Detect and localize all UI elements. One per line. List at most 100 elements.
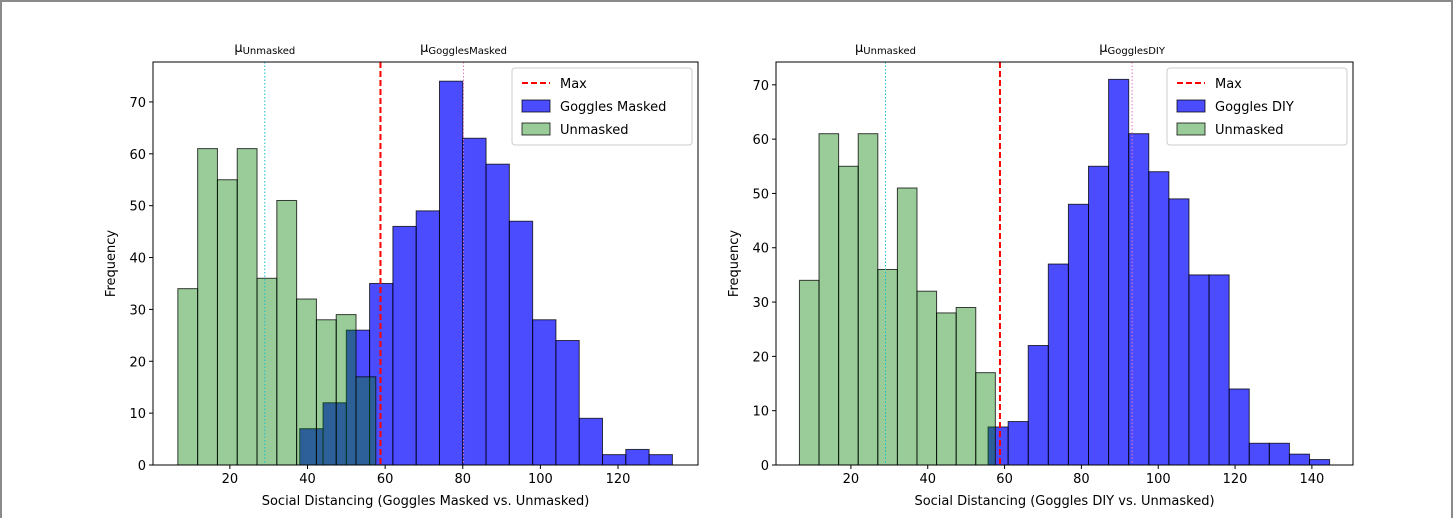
x-tick-label: 120 xyxy=(606,472,631,487)
legend-label: Max xyxy=(560,77,587,92)
histogram-bar xyxy=(857,133,879,466)
legend-label: Goggles DIY xyxy=(1215,100,1294,115)
histogram-bar xyxy=(975,372,996,466)
histogram-bar xyxy=(335,314,357,466)
y-tick-label: 60 xyxy=(129,148,146,163)
mean-label: μUnmasked xyxy=(855,41,916,57)
y-tick-label: 20 xyxy=(752,350,769,365)
histogram-bar xyxy=(532,319,557,466)
mean-subscript: Unmasked xyxy=(863,46,916,57)
legend-label: Goggles Masked xyxy=(560,100,666,115)
y-tick-label: 40 xyxy=(129,252,146,267)
axes-frame xyxy=(152,61,699,466)
y-tick-label: 30 xyxy=(129,303,146,318)
histogram-bar xyxy=(1047,263,1069,466)
histogram-bar xyxy=(1067,203,1090,466)
histogram-bar xyxy=(555,340,580,466)
mean-label: μGogglesDIY xyxy=(1099,41,1166,57)
legend-label: Unmasked xyxy=(560,123,628,138)
histogram-bar xyxy=(1228,388,1250,466)
x-tick-label: 100 xyxy=(528,472,553,487)
mean-label: μUnmasked xyxy=(234,41,295,57)
y-tick-label: 50 xyxy=(752,187,769,202)
mean-subscript: Unmasked xyxy=(243,46,296,57)
histogram-bar xyxy=(916,290,938,466)
histogram-bar xyxy=(392,225,417,466)
histogram-bar xyxy=(197,148,218,466)
histogram-bar xyxy=(1248,442,1270,466)
y-tick-label: 50 xyxy=(129,200,146,215)
histogram-bar xyxy=(1128,133,1150,466)
mean-subscript: GogglesMasked xyxy=(428,46,507,57)
mean-symbol: μ xyxy=(420,41,428,56)
histogram-bar xyxy=(602,454,627,466)
histogram-bar xyxy=(485,163,510,466)
legend-patch xyxy=(521,122,551,136)
y-tick-label: 0 xyxy=(761,459,769,474)
histogram-bar xyxy=(877,268,898,466)
histogram-bar xyxy=(936,312,957,466)
histogram-bar xyxy=(296,298,317,466)
mean-symbol: μ xyxy=(1099,41,1107,56)
histogram-bar xyxy=(177,288,199,466)
histogram-bar xyxy=(1088,165,1110,466)
mean-symbol: μ xyxy=(855,41,863,56)
x-tick-label: 60 xyxy=(377,472,394,487)
histogram-bar xyxy=(462,137,487,466)
legend-label: Max xyxy=(1215,77,1242,92)
legend-box xyxy=(1166,67,1348,146)
histogram-bar xyxy=(1148,171,1170,466)
y-tick-label: 10 xyxy=(129,407,146,422)
histogram-bar xyxy=(1108,78,1130,466)
histogram-bar xyxy=(438,80,464,466)
histogram-bar xyxy=(798,279,820,466)
legend-label: Unmasked xyxy=(1215,123,1283,138)
histogram-bar xyxy=(236,148,258,466)
legend-patch xyxy=(521,99,551,113)
histogram-bar xyxy=(1288,453,1311,466)
histogram-bar xyxy=(256,277,278,466)
histogram-bar xyxy=(508,220,534,466)
axes-frame xyxy=(775,61,1354,466)
histogram-bar xyxy=(578,417,604,466)
x-axis-label: Social Distancing (Goggles Masked vs. Un… xyxy=(262,494,590,509)
histogram-bar xyxy=(1027,345,1049,466)
x-axis-label: Social Distancing (Goggles DIY vs. Unmas… xyxy=(914,494,1214,509)
mean-subscript: GogglesDIY xyxy=(1108,46,1166,57)
x-tick-label: 80 xyxy=(454,472,471,487)
histogram-bar xyxy=(415,210,440,466)
x-tick-label: 100 xyxy=(1146,472,1171,487)
histogram-bar xyxy=(838,165,859,466)
x-tick-label: 20 xyxy=(843,472,860,487)
y-tick-label: 30 xyxy=(752,296,769,311)
x-tick-label: 40 xyxy=(299,472,316,487)
histogram-bar xyxy=(1188,274,1210,466)
histogram-bar xyxy=(276,199,298,466)
histogram-bar xyxy=(1268,442,1290,466)
y-tick-label: 70 xyxy=(129,96,146,111)
histogram-bar xyxy=(315,319,337,466)
histogram-bar xyxy=(1007,421,1029,466)
histogram-bar xyxy=(355,376,377,466)
mean-symbol: μ xyxy=(234,41,242,56)
x-tick-label: 120 xyxy=(1223,472,1248,487)
x-tick-label: 140 xyxy=(1299,472,1324,487)
x-tick-label: 80 xyxy=(1073,472,1090,487)
y-tick-label: 20 xyxy=(129,355,146,370)
y-tick-label: 40 xyxy=(752,242,769,257)
legend-box xyxy=(511,67,693,146)
mean-label: μGogglesMasked xyxy=(420,41,507,57)
x-tick-label: 60 xyxy=(996,472,1013,487)
y-tick-label: 0 xyxy=(138,459,146,474)
y-axis-label: Frequency xyxy=(727,230,742,297)
y-axis-label: Frequency xyxy=(104,230,119,297)
y-tick-label: 70 xyxy=(752,79,769,94)
histogram-bar xyxy=(1168,198,1190,466)
histogram-bar xyxy=(625,448,650,466)
histogram-bar xyxy=(818,133,840,466)
histogram-bar xyxy=(1208,274,1230,466)
y-tick-label: 10 xyxy=(752,405,769,420)
x-tick-label: 40 xyxy=(919,472,936,487)
